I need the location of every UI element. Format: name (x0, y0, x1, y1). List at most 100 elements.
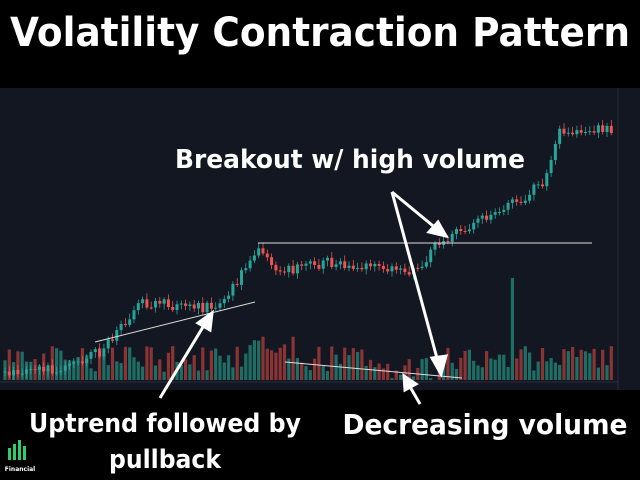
volume-bar (158, 359, 162, 380)
volume-bar (515, 358, 519, 380)
candle-body (175, 304, 179, 310)
volume-bar (166, 352, 170, 380)
candle-body (252, 255, 256, 261)
volume-bar (536, 361, 540, 380)
candle-body (541, 184, 544, 187)
candle-body (300, 264, 304, 266)
chart-panel (0, 88, 640, 390)
volume-bar (257, 340, 261, 380)
candle-body (498, 211, 501, 213)
candle-body (59, 370, 63, 373)
volume-bar (472, 360, 476, 380)
volume-bar (55, 348, 59, 380)
volume-bar (209, 350, 213, 380)
volume-bar (334, 354, 338, 380)
volume-bar (566, 351, 570, 380)
volume-bar (390, 378, 394, 380)
volume-bar (575, 356, 579, 380)
candle-body (584, 132, 587, 134)
volume-bar (446, 347, 450, 380)
candle-body (450, 233, 454, 242)
candle-body (278, 270, 282, 272)
candle-body (154, 300, 157, 308)
annotation: Breakout w/ high volume (175, 145, 525, 175)
candle-body (420, 266, 424, 269)
candle-body (493, 212, 497, 215)
volume-bar (330, 346, 334, 380)
annotation: pullback (109, 445, 222, 475)
annotation: Decreasing volume (343, 408, 628, 441)
title: Volatility Contraction Pattern (10, 10, 630, 56)
candle-body (93, 349, 97, 353)
candle-body (145, 299, 149, 308)
volume-bar (497, 354, 502, 380)
volume-bar (364, 365, 368, 380)
volume-bar (549, 357, 553, 380)
candle-body (42, 367, 46, 372)
volume-bar (214, 348, 218, 380)
candle-body (261, 248, 265, 254)
candle-body (373, 263, 377, 267)
volume-bar (93, 371, 97, 380)
volume-bar (59, 350, 63, 380)
volume-bar (128, 347, 132, 380)
candle-body (592, 131, 596, 133)
candle-body (558, 128, 562, 144)
volume-bar (386, 363, 390, 380)
candle-body (489, 214, 493, 220)
candle-body (364, 263, 368, 270)
volume-bar (592, 348, 596, 380)
candle-body (162, 299, 166, 304)
candle-body (308, 261, 312, 264)
candle-body (29, 369, 33, 371)
volume-bar (485, 351, 489, 380)
candle-body (33, 369, 37, 371)
candle-body (192, 304, 196, 309)
candle-body (369, 263, 372, 267)
candle-body (76, 361, 80, 363)
volume-bar (506, 366, 510, 380)
volume-bar (123, 346, 127, 380)
candle-body (386, 269, 390, 272)
candle-body (179, 303, 183, 305)
volume-bar (480, 367, 484, 380)
volume-bar (459, 357, 463, 380)
candle-body (596, 125, 600, 133)
volume-bar (7, 349, 11, 380)
volume-bar (196, 370, 201, 380)
volume-bar (291, 336, 295, 380)
candle-body (111, 339, 114, 341)
volume-bar (287, 358, 291, 380)
volume-bar (467, 349, 471, 380)
candle-body (575, 130, 579, 135)
volume-bar (235, 346, 239, 380)
arrows (158, 190, 450, 405)
volume-bar (454, 369, 459, 380)
candle-body (123, 324, 127, 326)
volume-bar (239, 366, 244, 380)
volume-bar (394, 370, 398, 380)
candle-body (197, 302, 200, 309)
candle-body (115, 330, 119, 341)
candle-body (184, 303, 188, 307)
candle-body (330, 257, 334, 268)
volume-bar (373, 367, 377, 380)
volume-bar (510, 278, 514, 380)
volume-bar (356, 351, 360, 380)
candle-body (295, 264, 299, 274)
candle-body (390, 266, 394, 272)
volume-bar (360, 349, 364, 380)
candle-body (424, 262, 428, 267)
volume-bar (145, 346, 149, 380)
volume-bar (562, 349, 566, 380)
volume-bar (596, 367, 600, 380)
volume-bar (201, 347, 205, 380)
volume-bar (493, 359, 497, 380)
candle-body (3, 371, 7, 373)
volume-bar (325, 370, 330, 380)
candle-layer (3, 119, 613, 380)
volume-bar (317, 346, 321, 380)
candle-body (476, 218, 480, 223)
volume-bar (171, 346, 175, 380)
candle-body (222, 298, 226, 304)
